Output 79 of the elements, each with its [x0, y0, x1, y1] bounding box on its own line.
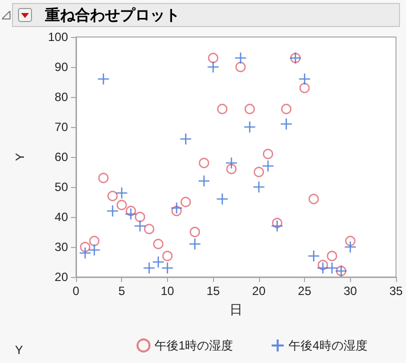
point — [126, 206, 136, 216]
point — [98, 172, 109, 184]
point — [134, 212, 146, 222]
point — [308, 194, 319, 204]
point — [298, 72, 311, 86]
point — [171, 206, 182, 216]
point — [254, 166, 264, 178]
y-tick-label: 90 — [54, 60, 68, 74]
point — [152, 256, 164, 268]
y-tick-label: 50 — [54, 180, 68, 194]
point — [161, 262, 174, 274]
point — [270, 220, 284, 232]
legend-title: Y — [15, 343, 24, 357]
x-tick-label: 35 — [389, 284, 403, 298]
point — [134, 220, 146, 232]
point — [344, 240, 356, 254]
y-tick-label: 40 — [54, 210, 68, 224]
y-tick-label: 80 — [54, 90, 68, 104]
point — [153, 238, 164, 250]
point — [235, 62, 246, 72]
point — [116, 186, 128, 200]
point — [280, 118, 292, 130]
point — [308, 250, 320, 262]
point — [89, 236, 100, 246]
point — [107, 190, 118, 202]
y-tick-label: 70 — [54, 120, 68, 134]
point — [180, 196, 191, 208]
point — [326, 250, 338, 262]
point — [216, 192, 228, 206]
point — [206, 60, 220, 74]
point — [217, 104, 228, 114]
point — [188, 238, 202, 250]
legend-label: 午後4時の湿度 — [288, 338, 368, 352]
point — [299, 82, 310, 94]
x-tick-label: 15 — [206, 284, 220, 298]
point — [142, 262, 156, 274]
point — [116, 200, 127, 210]
point — [318, 260, 328, 270]
point — [226, 164, 237, 174]
legend-label: 午後1時の湿度 — [154, 338, 234, 352]
point — [180, 132, 192, 146]
x-tick-label: 0 — [72, 284, 80, 298]
y-tick-label: 100 — [48, 30, 68, 44]
point — [326, 262, 338, 274]
point — [198, 158, 210, 168]
x-tick-label: 25 — [298, 284, 312, 298]
point — [252, 180, 266, 194]
y-tick-label: 30 — [54, 240, 68, 254]
x-tick-label: 20 — [252, 284, 266, 298]
point — [272, 218, 282, 228]
point — [262, 148, 274, 160]
x-axis-title: 日 — [230, 302, 242, 317]
point — [234, 52, 247, 64]
point — [144, 224, 154, 234]
point — [198, 174, 210, 188]
point — [244, 104, 255, 114]
point — [281, 104, 292, 114]
x-tick-label: 30 — [344, 284, 358, 298]
point — [225, 156, 238, 170]
y-tick-label: 60 — [54, 150, 68, 164]
point — [244, 120, 256, 134]
point — [190, 226, 200, 238]
chart-title: 重ね合わせプロット — [45, 6, 180, 25]
point — [124, 208, 138, 220]
point — [345, 236, 356, 246]
point — [106, 204, 119, 218]
point — [162, 250, 173, 262]
x-tick-label: 5 — [118, 284, 126, 298]
point — [208, 52, 218, 64]
point — [97, 72, 110, 86]
point — [80, 242, 90, 252]
point — [316, 262, 330, 274]
x-tick-label: 10 — [160, 284, 174, 298]
point — [262, 160, 274, 172]
point — [88, 244, 100, 256]
y-tick-label: 20 — [54, 270, 68, 284]
point — [78, 246, 92, 260]
y-axis-title: Y — [13, 152, 27, 162]
point — [170, 202, 183, 214]
